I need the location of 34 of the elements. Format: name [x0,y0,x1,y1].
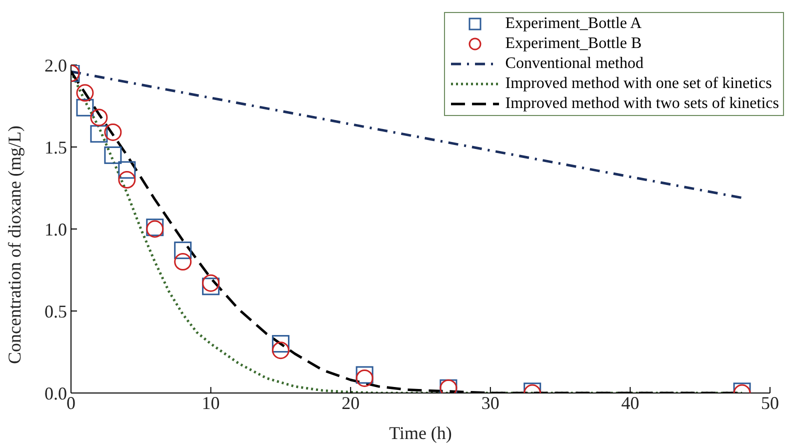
x-tick-label: 40 [621,393,640,413]
x-tick-label: 0 [66,393,76,413]
point [104,123,122,141]
legend-label: Improved method with one set of kinetics [505,74,772,94]
point [118,171,136,189]
point [272,342,290,360]
y-tick-label: 2.0 [44,55,67,76]
x-tick-label: 10 [202,393,220,413]
point [76,84,94,102]
x-tick-label: 30 [481,393,500,413]
point [90,108,108,126]
y-tick-label: 0.5 [44,301,67,322]
y-tick-label: 0.0 [44,383,67,404]
point [272,335,290,353]
point [202,274,220,292]
point [76,98,94,116]
point [90,125,108,143]
point [174,242,192,260]
legend-label: Conventional method [505,54,644,74]
x-axis-title: Time (h) [389,423,452,443]
legend-label: Improved method with two sets of kinetics [505,94,779,114]
y-axis-title: Concentration of dioxane (mg/L) [4,126,24,364]
legend-label: Experiment_Bottle B [505,34,642,54]
y-tick-label: 1.0 [44,219,67,240]
point [356,366,374,384]
point [174,253,192,271]
legend-label: Experiment_Bottle A [505,14,642,34]
point [104,146,122,164]
point [118,161,136,179]
x-tick-label: 20 [342,393,360,413]
y-tick-label: 1.5 [44,137,67,158]
point [356,369,374,387]
x-tick-label: 50 [761,393,779,413]
point [202,278,220,296]
